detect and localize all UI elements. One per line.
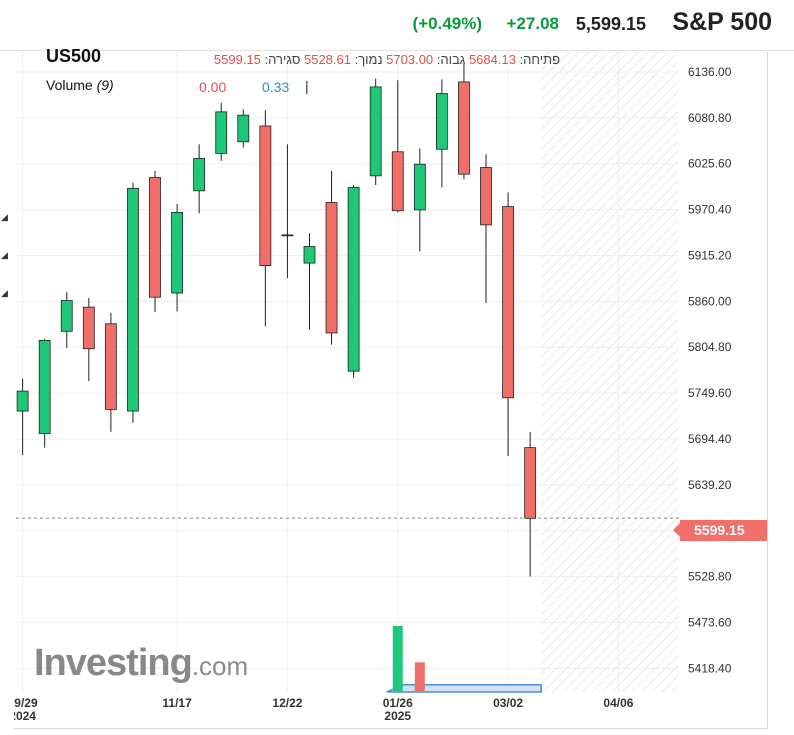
y-axis-label: 6080.80 xyxy=(688,111,732,125)
instrument-name: S&P 500 xyxy=(672,8,772,36)
y-axis-label: 5915.20 xyxy=(688,248,732,262)
volume-area xyxy=(386,684,542,693)
volume-bar xyxy=(414,662,425,692)
candle-down xyxy=(480,167,492,226)
y-axis-label: 5860.00 xyxy=(688,294,732,308)
ohlc-low-label: נמוך: xyxy=(354,52,383,67)
y-axis-label: 5749.60 xyxy=(688,386,732,400)
candle-up xyxy=(303,246,316,264)
candle-up xyxy=(171,212,183,294)
x-axis-year-label: 2024 xyxy=(14,709,36,723)
left-marker-icon[interactable]: ◢ xyxy=(1,250,8,260)
ohlc-high-label: גבוה: xyxy=(436,52,466,67)
candle-up xyxy=(60,300,73,332)
future-hatch-area xyxy=(541,52,678,692)
candle-up xyxy=(281,234,294,237)
candle-down xyxy=(524,447,537,519)
ohlc-close-label: סגירה: xyxy=(264,52,301,67)
x-axis-label: 12/22 xyxy=(272,696,302,710)
y-axis-label: 5639.20 xyxy=(688,478,732,492)
y-axis-label: 6136.00 xyxy=(688,65,732,79)
left-marker-icon[interactable]: ◢ xyxy=(1,288,8,298)
volume-tick: | xyxy=(305,78,309,94)
candle-up xyxy=(127,187,139,412)
volume-value-2: 0.33 xyxy=(262,79,290,95)
price-change: +27.08 xyxy=(506,14,559,33)
x-axis-label: 09/29 xyxy=(14,696,38,710)
volume-bar xyxy=(392,626,403,692)
investing-watermark-logo: Investing.com xyxy=(34,642,248,690)
candle-down xyxy=(149,177,161,298)
candlestick-chart[interactable]: 6136.00 6080.80 6025.60 5970.40 5915.20 5860.… xyxy=(14,52,767,728)
candle-up xyxy=(215,111,228,154)
candle-up xyxy=(347,187,360,372)
y-axis-label: 5473.60 xyxy=(688,616,732,630)
volume-value-1: 0.00 xyxy=(199,79,227,95)
ohlc-open-value: 5684.13 xyxy=(468,52,516,67)
y-axis-label: 5694.40 xyxy=(688,432,732,446)
candle-up xyxy=(193,157,206,192)
candle-down xyxy=(391,151,404,212)
x-axis-label: 11/17 xyxy=(162,696,192,710)
candle-down xyxy=(502,206,514,399)
watermark-suffix: .com xyxy=(191,651,249,681)
candle-up xyxy=(16,390,29,412)
y-axis-label: 5528.80 xyxy=(688,570,732,584)
last-price: 5,599.15 xyxy=(575,14,646,34)
candle-up xyxy=(435,93,448,150)
candle-down xyxy=(325,202,338,334)
candle-up xyxy=(413,163,426,211)
x-axis-label: 01/26 xyxy=(383,696,413,710)
candle-down xyxy=(104,323,117,410)
x-axis-label: 04/06 xyxy=(603,696,633,710)
candle-down xyxy=(259,125,272,267)
watermark-brand: Investing xyxy=(34,642,193,684)
candle-up xyxy=(38,340,51,434)
ohlc-close-value: 5599.15 xyxy=(213,52,261,67)
candle-up xyxy=(369,86,382,177)
ohlc-high-value: 5703.00 xyxy=(386,52,434,67)
ohlc-legend: פתיחה: 5684.13 גבוה: 5703.00 נמוך: 5528.… xyxy=(164,52,560,70)
ohlc-low-value: 5528.61 xyxy=(303,52,351,67)
chart-symbol: US500 xyxy=(46,46,102,66)
x-axis-label: 03/02 xyxy=(493,696,523,710)
ohlc-open-label: פתיחה: xyxy=(519,52,560,67)
quote-header: S&P 500 5,599.15 +27.08 (+0.49%) xyxy=(0,0,794,51)
y-axis-label: 6025.60 xyxy=(688,157,732,171)
chart-area[interactable]: 6136.00 6080.80 6025.60 5970.40 5915.20 5860.… xyxy=(14,46,768,729)
volume-legend: Volume (9) xyxy=(46,77,114,93)
price-change-percent: (+0.49%) xyxy=(412,14,482,33)
current-price-tag: 5599.15 xyxy=(673,520,767,541)
candle-down xyxy=(82,306,95,350)
candle-up xyxy=(237,114,250,143)
y-axis-label: 5804.80 xyxy=(688,340,732,354)
candle-down xyxy=(458,81,470,175)
y-axis-label: 5970.40 xyxy=(688,203,732,217)
x-axis-year-label: 2025 xyxy=(384,709,411,723)
y-axis-label: 5418.40 xyxy=(688,661,732,675)
volume-period: (9) xyxy=(96,77,114,93)
left-marker-icon[interactable]: ◢ xyxy=(1,212,8,222)
volume-label: Volume xyxy=(46,77,93,93)
